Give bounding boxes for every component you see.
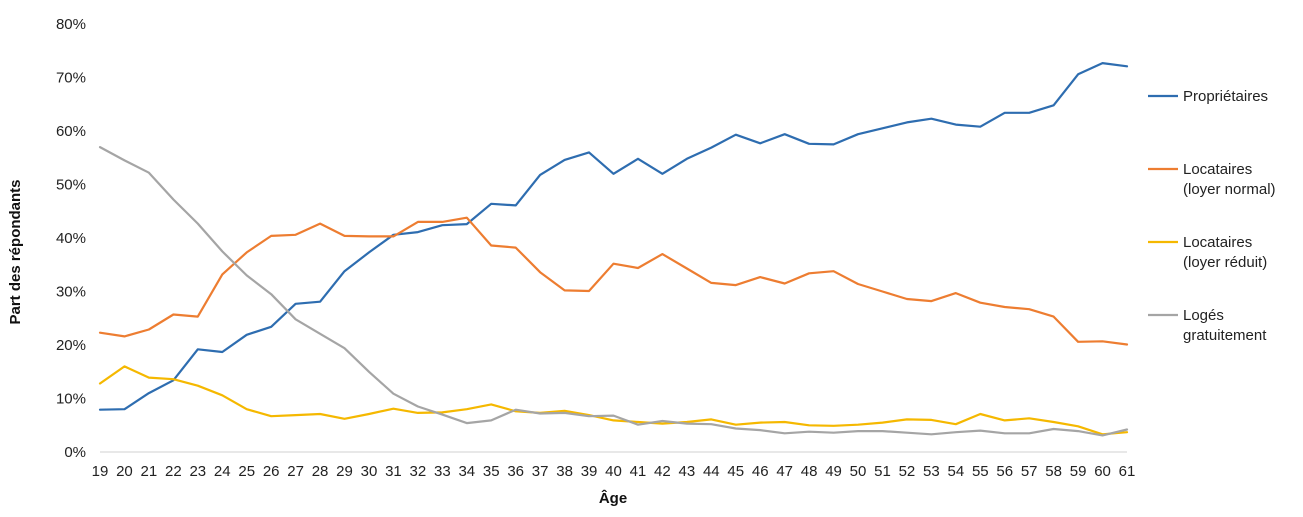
x-tick-label: 43 — [679, 463, 696, 480]
x-tick-label: 22 — [165, 463, 182, 480]
y-tick-label: 60% — [56, 123, 86, 140]
x-tick-label: 37 — [532, 463, 549, 480]
x-tick-label: 30 — [361, 463, 378, 480]
x-tick-label: 28 — [312, 463, 329, 480]
x-tick-label: 61 — [1119, 463, 1136, 480]
x-tick-label: 44 — [703, 463, 720, 480]
x-tick-label: 31 — [385, 463, 402, 480]
x-tick-label: 21 — [141, 463, 158, 480]
x-tick-label: 19 — [92, 463, 109, 480]
x-tick-label: 53 — [923, 463, 940, 480]
x-tick-label: 55 — [972, 463, 989, 480]
series-line — [98, 216, 1129, 346]
x-tick-label: 49 — [825, 463, 842, 480]
legend-label: Propriétaires — [1183, 88, 1268, 105]
y-axis-title: Part des répondants — [7, 179, 24, 324]
y-tick-label: 30% — [56, 284, 86, 301]
legend-label: Locataires (loyer réduit) — [1183, 234, 1267, 271]
x-tick-label: 48 — [801, 463, 818, 480]
x-tick-label: 58 — [1045, 463, 1062, 480]
x-tick-label: 45 — [727, 463, 744, 480]
x-tick-label: 40 — [605, 463, 622, 480]
y-tick-label: 20% — [56, 337, 86, 354]
x-tick-label: 35 — [483, 463, 500, 480]
x-tick-label: 47 — [776, 463, 793, 480]
x-tick-label: 36 — [507, 463, 524, 480]
x-tick-label: 50 — [850, 463, 867, 480]
x-tick-label: 27 — [287, 463, 304, 480]
x-tick-label: 52 — [899, 463, 916, 480]
y-tick-label: 40% — [56, 230, 86, 247]
y-tick-label: 50% — [56, 177, 86, 194]
legend-label: Locataires (loyer normal) — [1183, 161, 1276, 198]
x-tick-label: 56 — [996, 463, 1013, 480]
x-axis-ticks: 19 20 21 22 23 24 25 26 27 28 29 30 31 32 33 34 35 36 37 38… — [92, 463, 1136, 480]
y-tick-label: 0% — [64, 444, 86, 461]
x-tick-label: 60 — [1094, 463, 1111, 480]
legend-label: Logés gratuitement — [1183, 307, 1267, 344]
y-axis-ticks: 0% 10% 20% 30% 40% 50% 60% 70% 80% — [56, 16, 86, 461]
x-tick-label: 38 — [556, 463, 573, 480]
y-tick-label: 10% — [56, 391, 86, 408]
x-tick-label: 33 — [434, 463, 451, 480]
x-tick-label: 41 — [630, 463, 647, 480]
x-tick-label: 34 — [458, 463, 475, 480]
legend: Propriétaires Locataires (loyer normal) Loc… — [1148, 88, 1276, 344]
y-tick-label: 80% — [56, 16, 86, 33]
x-tick-label: 42 — [654, 463, 671, 480]
x-tick-label: 29 — [336, 463, 353, 480]
x-tick-label: 51 — [874, 463, 891, 480]
x-tick-label: 59 — [1070, 463, 1087, 480]
series-lines — [98, 61, 1129, 437]
series-line — [98, 365, 1129, 436]
x-tick-label: 23 — [189, 463, 206, 480]
series-line — [98, 61, 1129, 411]
x-axis-title: Âge — [599, 489, 627, 507]
x-tick-label: 46 — [752, 463, 769, 480]
x-tick-label: 20 — [116, 463, 133, 480]
series-line — [98, 146, 1129, 437]
x-tick-label: 24 — [214, 463, 231, 480]
x-tick-label: 32 — [410, 463, 427, 480]
x-tick-label: 25 — [238, 463, 255, 480]
x-tick-label: 39 — [581, 463, 598, 480]
x-tick-label: 57 — [1021, 463, 1038, 480]
y-tick-label: 70% — [56, 70, 86, 87]
x-tick-label: 26 — [263, 463, 280, 480]
x-tick-label: 54 — [947, 463, 964, 480]
